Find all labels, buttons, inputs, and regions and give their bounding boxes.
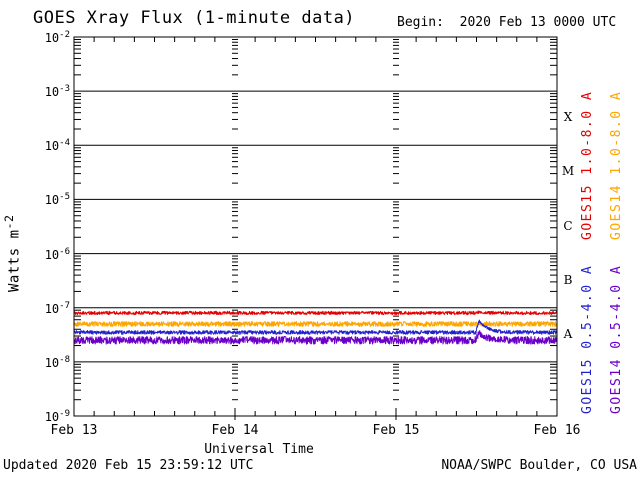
flux-line-goes14-0-5-4-0-a	[73, 330, 558, 345]
y-tick-label: 10-6	[44, 246, 70, 262]
flare-class-letter-a: A	[563, 326, 573, 341]
legend-label-goes15-1-0-8-0-a: GOES15 1.0-8.0 A	[580, 90, 595, 240]
flux-line-goes15-0-5-4-0-a	[73, 319, 558, 335]
begin-timestamp-label: Begin: 2020 Feb 13 0000 UTC	[397, 15, 617, 30]
legend-label-goes15-0-5-4-0-a: GOES15 0.5-4.0 A	[580, 264, 595, 414]
x-tick-label: Feb 16	[533, 423, 581, 438]
flux-line-goes14-1-0-8-0-a	[73, 321, 558, 327]
flare-class-letter-x: X	[563, 110, 573, 125]
legend-label-goes14-0-5-4-0-a: GOES14 0.5-4.0 A	[609, 264, 624, 414]
x-tick-label: Feb 15	[372, 423, 420, 438]
y-axis-title-text: Watts m	[6, 229, 23, 292]
x-tick-label: Feb 13	[50, 423, 98, 438]
flare-class-letter-b: B	[563, 272, 573, 287]
plot-frame	[73, 36, 558, 417]
legend-label-goes14-1-0-8-0-a: GOES14 1.0-8.0 A	[609, 90, 624, 240]
x-axis-title: Universal Time	[204, 442, 314, 457]
y-tick-label: 10-3	[44, 84, 70, 100]
y-tick-label: 10-2	[44, 30, 70, 45]
x-tick-label: Feb 14	[211, 423, 259, 438]
y-tick-label: 10-9	[44, 409, 70, 424]
flare-class-letter-c: C	[563, 218, 573, 233]
flux-line-goes15-1-0-8-0-a	[73, 310, 558, 316]
y-tick-label: 10-4	[44, 138, 70, 154]
chart-title: GOES Xray Flux (1-minute data)	[33, 8, 356, 28]
y-tick-label: 10-7	[44, 300, 70, 316]
data-source-credit: NOAA/SWPC Boulder, CO USA	[441, 458, 637, 473]
y-axis-title: Watts m-2	[2, 166, 23, 340]
flare-class-letter-m: M	[561, 164, 575, 179]
updated-timestamp: Updated 2020 Feb 15 23:59:12 UTC	[3, 458, 254, 473]
y-axis-title-exponent: -2	[2, 214, 16, 230]
y-tick-label: 10-5	[44, 192, 70, 208]
y-tick-label: 10-8	[44, 354, 70, 370]
